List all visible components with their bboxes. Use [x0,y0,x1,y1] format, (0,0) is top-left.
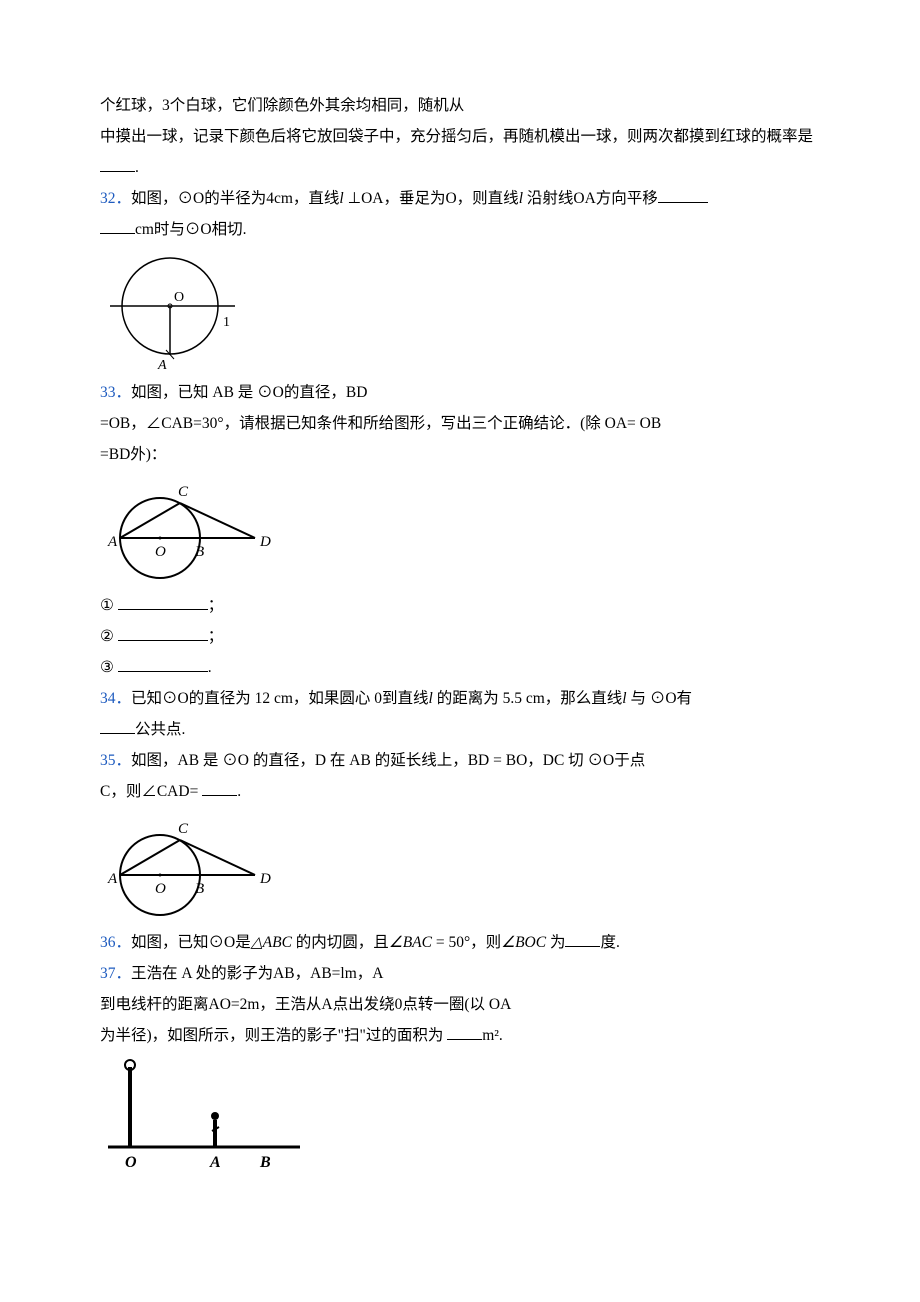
q34-number: 34． [100,690,131,707]
fig35-b: B [195,881,204,897]
fig33-c: C [178,484,189,500]
q32-l1c: 沿射线OA方向平移 [523,190,658,207]
fig33-svg: A B O C D [100,476,280,586]
q32-l1b: ⊥OA，垂足为O，则直线 [344,190,519,207]
q36-e: = 50°，则 [432,934,501,951]
intro-line2: 中摸出一球，记录下颜色后将它放回袋子中，充分摇匀后，再随机模出一球，则两次都摸到… [100,121,820,183]
fig35-a: A [107,871,118,887]
q36-d: ∠BAC [389,934,432,951]
fig35-d: D [259,871,271,887]
intro-l2-text: 中摸出一球，记录下颜色后将它放回袋子中，充分摇匀后，再随机模出一球，则两次都摸到… [100,128,813,145]
sub3-num: ③ [100,659,114,676]
fig33-o: O [155,544,166,560]
q34-l1a: 已知⊙O的直径为 12 cm，如果圆心 0到直线 [131,690,429,707]
q34-l2: 公共点. [135,721,185,738]
q37-l3a: 为半径)，如图所示，则王浩的影子"扫"过的面积为 [100,1027,443,1044]
fig33-d: D [259,534,271,550]
fig35-center [159,874,162,877]
q37-l2: 到电线杆的距离AO=2m，王浩从A点出发绕0点转一圈(以 OA [100,996,511,1013]
q37-l1: 王浩在 A 处的影子为AB，AB=lm，A [131,965,383,982]
fig35-bg [100,813,280,923]
q37-blank [447,1024,482,1041]
fig35-o: O [155,881,166,897]
intro-line1: 个红球，3个白球，它们除颜色外其余均相同，随机从 [100,90,820,121]
fig37-b: B [259,1154,271,1171]
sub3-period: . [208,659,212,676]
intro-l1-text: 个红球，3个白球，它们除颜色外其余均相同，随机从 [100,97,464,114]
fig32-a-label: A [157,358,167,373]
sub1-num: ① [100,597,114,614]
fig33-center [159,537,162,540]
fig37-a: A [209,1154,221,1171]
q34-l1c: 与 ⊙O有 [627,690,692,707]
q36-g: 为 [546,934,565,951]
fig33-a: A [107,534,118,550]
q35-blank [202,780,237,797]
fig32-svg: O 1 A [100,251,250,373]
q34-blank [100,718,135,735]
sub3-blank [118,656,208,673]
fig37-svg: O A B [100,1057,310,1175]
figure-37: O A B [100,1057,820,1175]
q37-number: 37． [100,965,131,982]
fig35-svg: A B O C D [100,813,280,923]
q34-l1b: 的距离为 5.5 cm，那么直线 [433,690,622,707]
sub1-blank [118,594,208,611]
q36-b: △ABC [251,934,292,951]
fig33-b: B [195,544,204,560]
q35-line1: 35．如图，AB 是 ⊙O 的直径，D 在 AB 的延长线上，BD = BO，D… [100,745,820,776]
q36-f: ∠BOC [501,934,546,951]
q35-l2a: C，则∠CAD= [100,783,198,800]
q35-l2b: . [237,783,241,800]
q32-l1a: 如图，⊙O的半径为4cm，直线 [131,190,339,207]
q32-l2: cm时与⊙O相切. [135,221,247,238]
q32-blank1 [658,187,708,204]
q34-line2: 公共点. [100,714,820,745]
q37-line2: 到电线杆的距离AO=2m，王浩从A点出发绕0点转一圈(以 OA [100,989,820,1020]
q32-line2: cm时与⊙O相切. [100,214,820,245]
q32-line1: 32．如图，⊙O的半径为4cm，直线l ⊥OA，垂足为O，则直线l 沿射线OA方… [100,183,820,214]
q33-l3: =BD外)： [100,446,166,463]
q35-number: 35． [100,752,131,769]
figure-33: A B O C D [100,476,820,586]
figure-35: A B O C D [100,813,820,923]
fig37-person-head [211,1112,219,1120]
q33-line3: =BD外)： [100,439,820,470]
q36-c: 的内切圆，且 [292,934,389,951]
q36-a: 如图，已知⊙O是 [131,934,251,951]
sub-3: ③ . [100,652,820,683]
q37-l3b: m². [482,1027,503,1044]
sub2-semi: ； [208,628,224,645]
q36-blank [565,931,600,948]
q32-number: 32． [100,190,131,207]
q36-h: 度. [600,934,619,951]
fig35-c: C [178,821,189,837]
q36-line: 36．如图，已知⊙O是△ABC 的内切圆，且∠BAC = 50°，则∠BOC 为… [100,927,820,958]
figure-32: O 1 A [100,251,820,373]
fig32-o-label: O [174,290,184,305]
sub1-semi: ； [208,597,224,614]
q32-blank2 [100,218,135,235]
q33-line1: 33．如图，已知 AB 是 ⊙O的直径，BD [100,377,820,408]
fig33-bg [100,476,280,586]
sub-2: ② ； [100,621,820,652]
intro-blank [100,156,135,173]
sub2-blank [118,625,208,642]
q34-line1: 34．已知⊙O的直径为 12 cm，如果圆心 0到直线l 的距离为 5.5 cm… [100,683,820,714]
q33-number: 33． [100,384,131,401]
q33-l2: =OB，∠CAB=30°，请根据已知条件和所给图形，写出三个正确结论．(除 OA… [100,415,661,432]
q37-line1: 37．王浩在 A 处的影子为AB，AB=lm，A [100,958,820,989]
q36-number: 36． [100,934,131,951]
q33-line2: =OB，∠CAB=30°，请根据已知条件和所给图形，写出三个正确结论．(除 OA… [100,408,820,439]
q37-line3: 为半径)，如图所示，则王浩的影子"扫"过的面积为 m². [100,1020,820,1051]
sub-1: ① ； [100,590,820,621]
sub2-num: ② [100,628,114,645]
q33-l1: 如图，已知 AB 是 ⊙O的直径，BD [131,384,367,401]
fig37-o: O [125,1154,137,1171]
q35-line2: C，则∠CAD= . [100,776,820,807]
intro-end: . [135,159,139,176]
fig32-1-label: 1 [223,315,230,330]
q35-l1: 如图，AB 是 ⊙O 的直径，D 在 AB 的延长线上，BD = BO，DC 切… [131,752,645,769]
